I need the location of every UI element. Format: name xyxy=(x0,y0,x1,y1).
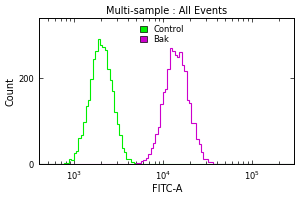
Y-axis label: Count: Count xyxy=(6,77,16,106)
Legend: Control, Bak: Control, Bak xyxy=(140,25,184,44)
Title: Multi-sample : All Events: Multi-sample : All Events xyxy=(106,6,227,16)
X-axis label: FITC-A: FITC-A xyxy=(152,184,182,194)
